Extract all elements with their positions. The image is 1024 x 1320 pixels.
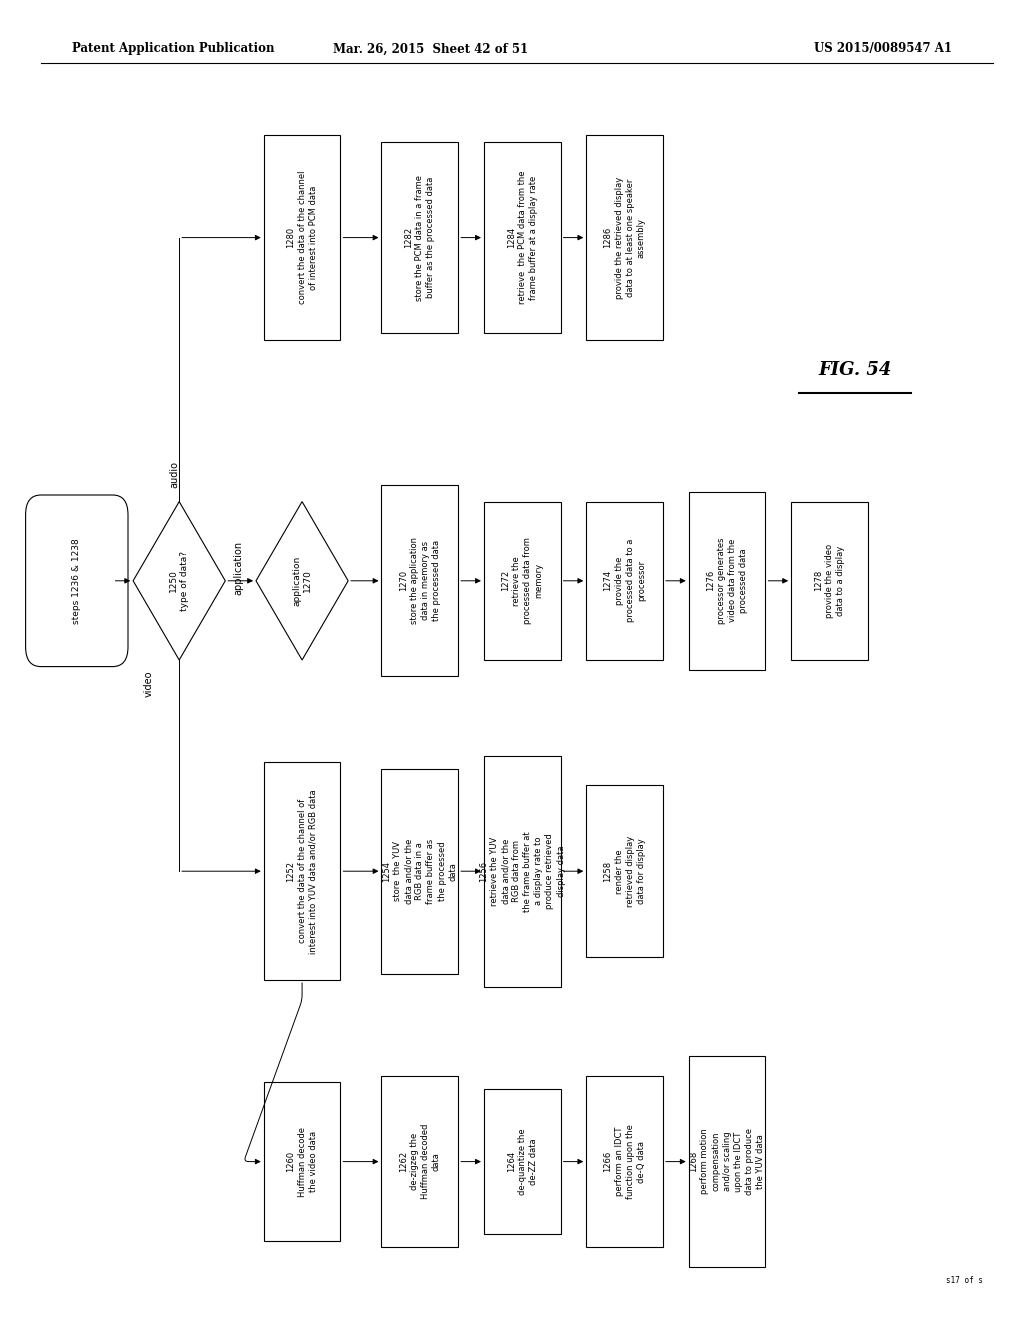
Text: 1286
provide the retrieved display
data to at least one speaker
assembly: 1286 provide the retrieved display data … <box>603 177 646 298</box>
FancyBboxPatch shape <box>688 1056 765 1267</box>
Text: 1254
store  the YUV
data and/or the
RGB data in a
frame buffer as
the processed
: 1254 store the YUV data and/or the RGB d… <box>382 838 458 904</box>
Text: audio: audio <box>169 462 179 488</box>
Text: 1262
de-zigzeg the
Huffman decoded
data: 1262 de-zigzeg the Huffman decoded data <box>398 1123 441 1200</box>
FancyBboxPatch shape <box>484 143 561 334</box>
FancyBboxPatch shape <box>264 1082 340 1241</box>
FancyBboxPatch shape <box>381 768 459 974</box>
FancyBboxPatch shape <box>264 135 340 341</box>
Text: 1274
provide the
processed data to a
processor: 1274 provide the processed data to a pro… <box>603 539 646 623</box>
Text: Mar. 26, 2015  Sheet 42 of 51: Mar. 26, 2015 Sheet 42 of 51 <box>333 42 527 55</box>
Text: s17 of s: s17 of s <box>946 1276 983 1284</box>
Text: 1284
retrieve  the PCM data from the
frame buffer at a display rate: 1284 retrieve the PCM data from the fram… <box>507 170 538 305</box>
FancyBboxPatch shape <box>484 1089 561 1234</box>
Text: Patent Application Publication: Patent Application Publication <box>72 42 274 55</box>
FancyBboxPatch shape <box>586 502 664 660</box>
Text: steps 1236 & 1238: steps 1236 & 1238 <box>73 539 81 623</box>
FancyBboxPatch shape <box>484 755 561 986</box>
FancyBboxPatch shape <box>381 1076 459 1247</box>
Text: 1256
retrieve the YUV
data and/or the
RGB data from
the frame buffer at
a displa: 1256 retrieve the YUV data and/or the RG… <box>479 830 565 912</box>
Text: US 2015/0089547 A1: US 2015/0089547 A1 <box>814 42 952 55</box>
FancyBboxPatch shape <box>586 1076 664 1247</box>
Text: 1252
convert the data of the channel of
interest into YUV data and/or RGB data: 1252 convert the data of the channel of … <box>287 789 317 953</box>
FancyBboxPatch shape <box>381 143 459 334</box>
Text: 1260
Huffman decode
the video data: 1260 Huffman decode the video data <box>287 1126 317 1197</box>
Text: 1278
provide the video
data to a display: 1278 provide the video data to a display <box>814 544 845 618</box>
Text: 1272
retrieve the
processed data from
memory: 1272 retrieve the processed data from me… <box>501 537 544 624</box>
FancyBboxPatch shape <box>688 491 765 671</box>
FancyBboxPatch shape <box>484 502 561 660</box>
Text: 1268
perform motion
compensation
and/or scaling
upon the IDCT
data to produce
th: 1268 perform motion compensation and/or … <box>689 1129 765 1195</box>
Text: 1282
store the PCM data in a frame
buffer as the processed data: 1282 store the PCM data in a frame buffe… <box>404 174 435 301</box>
FancyBboxPatch shape <box>26 495 128 667</box>
Text: 1250
type of data?: 1250 type of data? <box>169 550 189 611</box>
FancyBboxPatch shape <box>586 785 664 957</box>
FancyBboxPatch shape <box>381 484 459 676</box>
Text: 1258
render the
retrieved display
data for display: 1258 render the retrieved display data f… <box>603 836 646 907</box>
Text: video: video <box>143 671 154 697</box>
Text: application: application <box>233 540 244 595</box>
FancyBboxPatch shape <box>264 763 340 979</box>
Text: 1266
perform an IDCT
function upon the
de-Q data: 1266 perform an IDCT function upon the d… <box>603 1125 646 1199</box>
Text: 1280
convert the data of the channel
of interest into PCM data: 1280 convert the data of the channel of … <box>287 170 317 305</box>
Text: 1276
processor generates
video data from the
processed data: 1276 processor generates video data from… <box>706 537 749 624</box>
Polygon shape <box>133 502 225 660</box>
Text: FIG. 54: FIG. 54 <box>818 360 892 379</box>
Text: 1264
de-quantize the
de-ZZ data: 1264 de-quantize the de-ZZ data <box>507 1129 538 1195</box>
FancyBboxPatch shape <box>586 135 664 341</box>
Polygon shape <box>256 502 348 660</box>
Text: 1270
store the application
data in memory as
the processed data: 1270 store the application data in memor… <box>398 537 441 624</box>
FancyBboxPatch shape <box>792 502 868 660</box>
Text: application
1270: application 1270 <box>292 556 312 606</box>
